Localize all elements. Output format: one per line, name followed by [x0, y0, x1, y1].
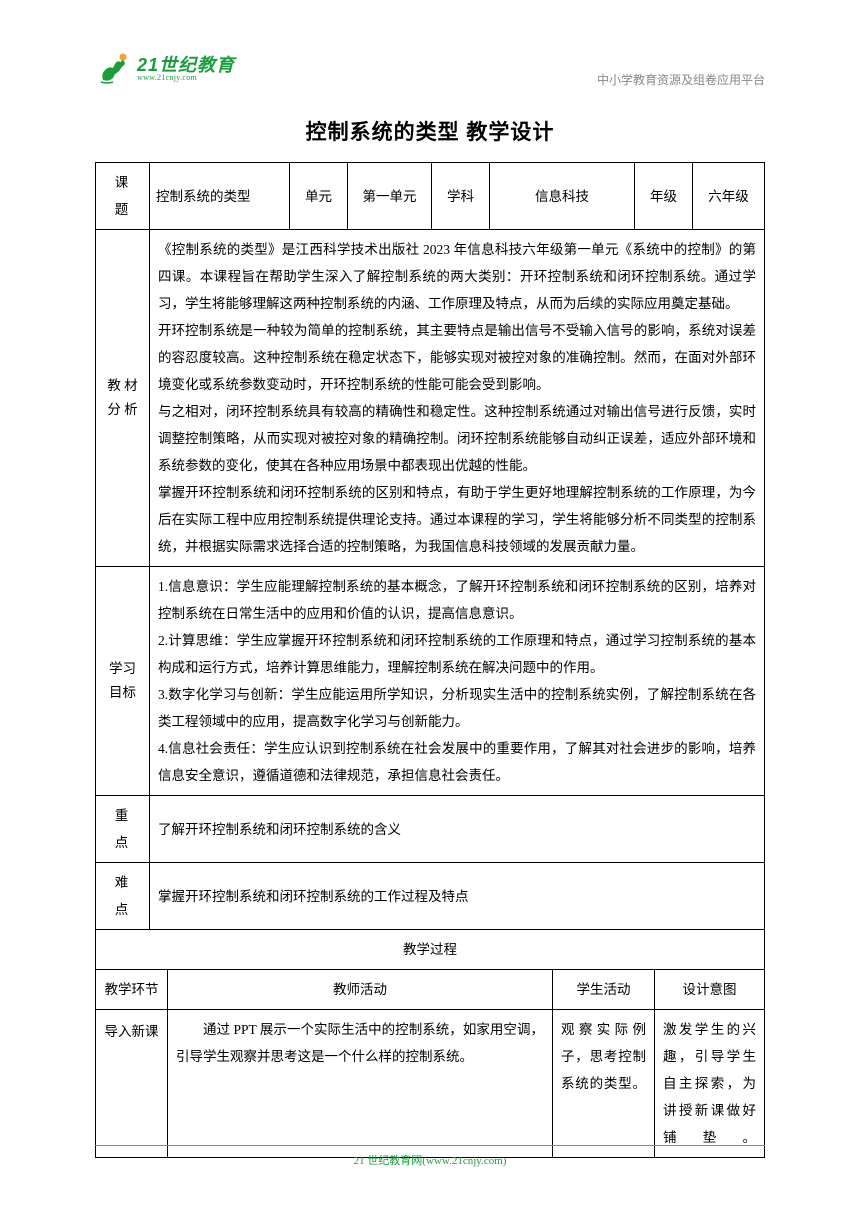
process-stage: 导入新课: [96, 1010, 168, 1158]
page-footer: 21 世纪教育网(www.21cnjy.com): [0, 1145, 860, 1168]
value-topic: 控制系统的类型: [150, 163, 290, 230]
process-table: 教学环节 教师活动 学生活动 设计意图 导入新课 通过 PPT 展示一个实际生活…: [95, 970, 765, 1158]
label-keypoint: 重点: [96, 796, 150, 863]
label-unit: 单元: [290, 163, 348, 230]
process-intent: 激发学生的兴趣，引导学生自主探索，为讲授新课做好铺垫。: [655, 1010, 765, 1158]
label-materials: 教 材 分 析: [96, 230, 150, 567]
difficult-text: 掌握开环控制系统和闭环控制系统的工作过程及特点: [150, 863, 765, 930]
label-grade: 年级: [635, 163, 693, 230]
logo: 21世纪教育 www.21cnjy.com: [95, 50, 235, 88]
label-subject: 学科: [432, 163, 490, 230]
process-col-intent: 设计意图: [655, 970, 765, 1010]
process-header-row: 教学环节 教师活动 学生活动 设计意图: [96, 970, 765, 1010]
logo-icon: [95, 50, 133, 88]
footer-divider: [95, 1145, 765, 1146]
value-unit: 第一单元: [348, 163, 432, 230]
page-header: 21世纪教育 www.21cnjy.com 中小学教育资源及组卷应用平台: [95, 50, 765, 88]
table-row-materials: 教 材 分 析 《控制系统的类型》是江西科学技术出版社 2023 年信息科技六年…: [96, 230, 765, 567]
process-header: 教学过程: [96, 930, 765, 970]
footer-text: 21 世纪教育网(www.21cnjy.com): [354, 1155, 507, 1167]
value-grade: 六年级: [693, 163, 765, 230]
header-right-text: 中小学教育资源及组卷应用平台: [597, 71, 765, 88]
keypoint-text: 了解开环控制系统和闭环控制系统的含义: [150, 796, 765, 863]
objectives-text: 1.信息意识：学生应能理解控制系统的基本概念，了解开环控制系统和闭环控制系统的区…: [150, 567, 765, 796]
page-title: 控制系统的类型 教学设计: [95, 116, 765, 146]
materials-text: 《控制系统的类型》是江西科学技术出版社 2023 年信息科技六年级第一单元《系统…: [150, 230, 765, 567]
lesson-plan-table: 课题 控制系统的类型 单元 第一单元 学科 信息科技 年级 六年级 教 材 分 …: [95, 162, 765, 970]
value-subject: 信息科技: [490, 163, 635, 230]
table-row-objectives: 学习 目标 1.信息意识：学生应能理解控制系统的基本概念，了解开环控制系统和闭环…: [96, 567, 765, 796]
label-topic: 课题: [96, 163, 150, 230]
process-teacher: 通过 PPT 展示一个实际生活中的控制系统，如家用空调，引导学生观察并思考这是一…: [168, 1010, 553, 1158]
process-col-stage: 教学环节: [96, 970, 168, 1010]
logo-text: 21世纪教育 www.21cnjy.com: [137, 56, 235, 82]
logo-sub-text: www.21cnjy.com: [137, 74, 235, 82]
process-row-intro: 导入新课 通过 PPT 展示一个实际生活中的控制系统，如家用空调，引导学生观察并…: [96, 1010, 765, 1158]
process-col-teacher: 教师活动: [168, 970, 553, 1010]
table-row-difficult: 难点 掌握开环控制系统和闭环控制系统的工作过程及特点: [96, 863, 765, 930]
process-student: 观察实际例子，思考控制系统的类型。: [553, 1010, 655, 1158]
label-difficult: 难点: [96, 863, 150, 930]
table-row-keypoint: 重点 了解开环控制系统和闭环控制系统的含义: [96, 796, 765, 863]
table-row-header: 课题 控制系统的类型 单元 第一单元 学科 信息科技 年级 六年级: [96, 163, 765, 230]
process-col-student: 学生活动: [553, 970, 655, 1010]
logo-main-text: 21世纪教育: [137, 56, 235, 74]
table-row-process-header: 教学过程: [96, 930, 765, 970]
label-objectives: 学习 目标: [96, 567, 150, 796]
page-container: 21世纪教育 www.21cnjy.com 中小学教育资源及组卷应用平台 控制系…: [0, 0, 860, 1218]
